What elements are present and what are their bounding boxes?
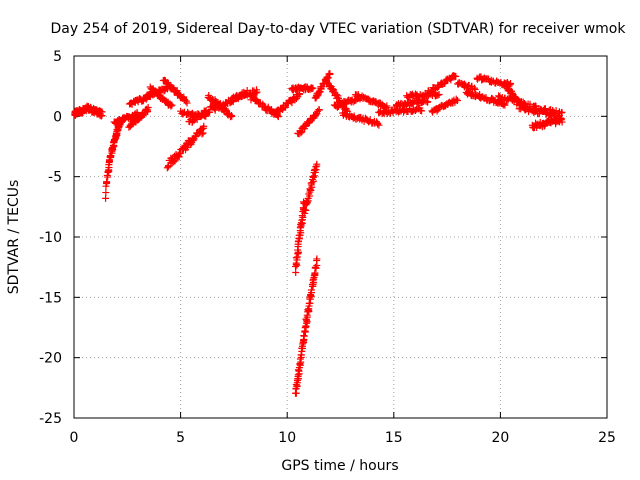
data-point <box>309 173 317 181</box>
data-point <box>452 95 460 103</box>
y-axis-label: SDTVAR / TECUs <box>6 180 22 295</box>
data-points <box>71 70 566 397</box>
tick-labels: 0 5 10 15 20 25 5 0 -5 -10 -15 -20 -25 <box>39 49 616 446</box>
data-point <box>295 235 303 243</box>
data-point <box>313 255 321 263</box>
data-point <box>282 103 290 111</box>
x-tick-label: 10 <box>278 430 296 446</box>
x-tick-label: 20 <box>491 430 509 446</box>
y-tick-label: -10 <box>39 230 62 246</box>
data-point <box>167 102 175 110</box>
data-point <box>183 99 191 107</box>
data-point <box>434 91 442 99</box>
y-tick-label: -15 <box>39 290 62 306</box>
data-point <box>292 269 300 277</box>
data-point <box>557 114 565 122</box>
grid <box>74 56 607 418</box>
data-point <box>479 93 487 101</box>
data-point <box>312 111 320 119</box>
data-point <box>102 189 110 197</box>
data-point <box>293 256 301 264</box>
data-point <box>260 102 268 110</box>
data-point <box>103 171 111 179</box>
data-point <box>310 275 318 283</box>
data-point <box>168 101 176 109</box>
data-point <box>184 142 192 150</box>
x-tick-label: 25 <box>598 430 616 446</box>
data-point <box>326 70 334 78</box>
y-tick-label: -25 <box>39 411 62 427</box>
data-point <box>170 158 178 166</box>
data-point <box>211 106 219 114</box>
data-point <box>314 89 322 97</box>
data-point <box>193 116 201 124</box>
data-point <box>306 185 314 193</box>
data-point <box>322 75 330 83</box>
data-point <box>144 104 152 111</box>
data-point <box>435 90 443 98</box>
data-point <box>170 88 178 96</box>
data-point <box>297 351 305 359</box>
axis-ticks <box>73 55 608 419</box>
data-point <box>311 270 319 278</box>
data-point <box>313 162 321 170</box>
data-point <box>297 129 305 137</box>
data-point <box>296 90 304 98</box>
data-point <box>558 118 566 126</box>
data-point <box>200 122 208 130</box>
data-point <box>206 108 214 116</box>
x-axis-label: GPS time / hours <box>281 458 398 474</box>
data-point <box>192 133 200 141</box>
y-tick-label: -20 <box>39 351 62 367</box>
data-point <box>452 72 460 80</box>
data-point <box>228 112 236 120</box>
x-tick-label: 15 <box>385 430 403 446</box>
x-tick-label: 0 <box>70 430 79 446</box>
y-tick-label: -5 <box>48 170 62 186</box>
data-point <box>517 98 525 106</box>
y-tick-label: 5 <box>53 49 62 65</box>
data-point <box>558 108 566 116</box>
data-point <box>308 179 316 187</box>
data-point <box>453 96 461 104</box>
data-point <box>501 101 509 109</box>
x-tick-label: 5 <box>176 430 185 446</box>
data-point <box>383 104 391 112</box>
data-point <box>309 84 317 92</box>
chart-title: Day 254 of 2019, Sidereal Day-to-day VTE… <box>51 21 627 37</box>
data-point <box>315 106 323 114</box>
data-point <box>103 178 111 186</box>
data-point <box>470 84 478 92</box>
data-point <box>307 286 315 294</box>
data-point <box>424 98 432 106</box>
y-tick-label: 0 <box>53 109 62 125</box>
data-point <box>98 108 106 116</box>
data-point <box>403 92 411 100</box>
data-point <box>418 107 426 115</box>
data-point <box>189 118 197 126</box>
data-point <box>253 88 261 96</box>
data-point <box>303 198 311 206</box>
data-point <box>299 340 307 348</box>
data-point <box>375 121 383 129</box>
